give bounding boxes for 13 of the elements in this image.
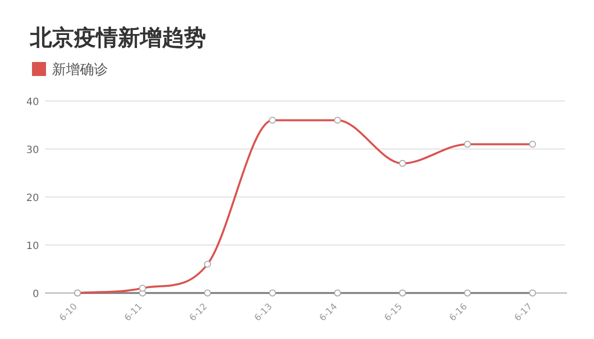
point <box>399 290 406 296</box>
point <box>269 290 276 296</box>
point <box>334 290 341 296</box>
y-tick-label: 20 <box>26 193 39 204</box>
y-tick-label: 0 <box>32 289 39 300</box>
point <box>204 290 211 296</box>
point <box>464 290 471 296</box>
y-tick-label: 10 <box>26 241 39 252</box>
y-tick-label: 40 <box>26 97 39 108</box>
legend-label: 新增确诊 <box>52 62 108 78</box>
y-tick-label: 30 <box>26 145 39 156</box>
point <box>529 290 536 296</box>
chart-title: 北京疫情新增趋势 <box>29 25 206 51</box>
